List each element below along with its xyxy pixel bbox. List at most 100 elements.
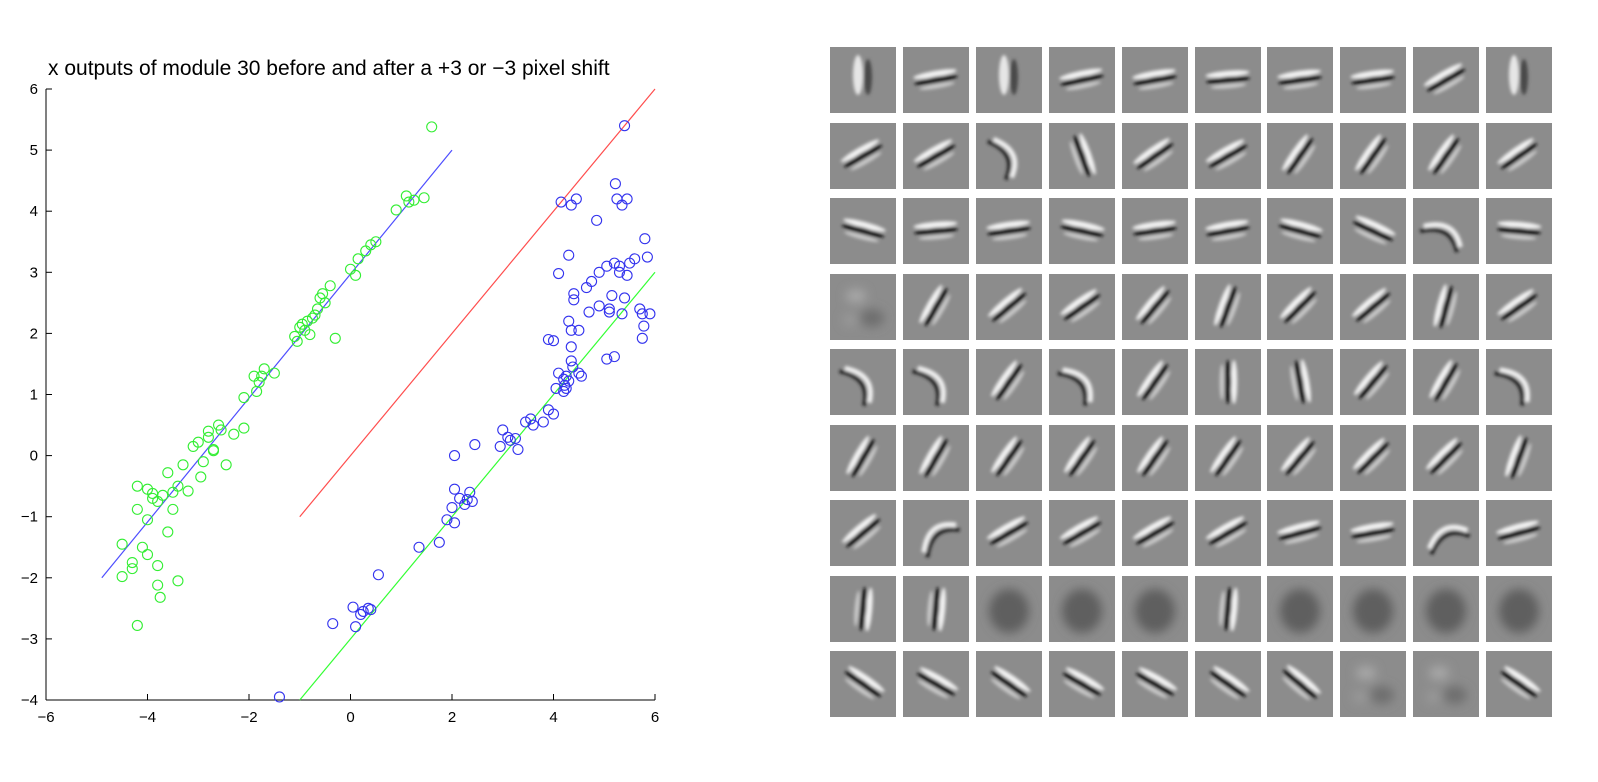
bar-icon [975, 349, 1042, 415]
data-point [268, 367, 280, 379]
bar-icon [1486, 273, 1553, 340]
data-point [641, 251, 653, 263]
data-point [304, 329, 316, 341]
bar-icon [1340, 273, 1407, 340]
data-point [448, 517, 461, 529]
data-point [603, 303, 615, 315]
data-point [461, 494, 473, 506]
bar-icon [1121, 273, 1188, 340]
data-point [370, 236, 382, 248]
data-point [565, 355, 577, 367]
curve-icon [1413, 500, 1480, 566]
data-points [116, 120, 656, 703]
bar-icon [975, 500, 1042, 566]
data-point [593, 300, 605, 312]
bar-icon [1486, 424, 1553, 491]
data-point [116, 571, 128, 583]
bar-icon [1194, 424, 1261, 491]
blob-icon [1340, 575, 1407, 642]
data-point [621, 193, 633, 205]
data-point [426, 121, 438, 133]
data-point [636, 308, 648, 320]
data-point [309, 309, 321, 321]
y-tick-label: 0 [30, 448, 38, 465]
bar-icon [1121, 424, 1188, 491]
bar-icon [1413, 273, 1480, 340]
data-point [502, 431, 514, 443]
bar-icon [1340, 122, 1407, 189]
bar-icon [1267, 349, 1334, 415]
data-point [258, 363, 270, 375]
bar-icon [1267, 651, 1334, 717]
data-point [136, 541, 148, 553]
data-point [537, 416, 549, 428]
data-point [352, 253, 364, 265]
data-point [324, 280, 336, 292]
bar-icon [1194, 575, 1261, 642]
data-point [601, 353, 613, 365]
blob-icon [1486, 575, 1553, 642]
data-point [329, 332, 341, 344]
data-point [131, 619, 143, 632]
data-point [575, 370, 587, 382]
bar-icon [1267, 500, 1334, 566]
data-point [567, 361, 579, 373]
data-point [355, 608, 367, 621]
bar-icon [1413, 122, 1480, 189]
data-point [202, 431, 214, 443]
bar-icon [1267, 47, 1334, 113]
x-tick-label: −4 [139, 709, 156, 726]
data-point [116, 538, 128, 550]
bar-icon [1194, 122, 1261, 189]
data-point [606, 289, 618, 302]
blob-icon [1267, 575, 1334, 642]
data-point [207, 443, 220, 456]
data-point [126, 563, 138, 575]
data-point [563, 249, 575, 261]
bar-icon [902, 651, 969, 717]
bar-icon [1486, 122, 1553, 189]
chart-title: x outputs of module 30 before and after … [48, 57, 610, 80]
y-tick-label: 6 [30, 81, 38, 98]
bar-icon [1267, 424, 1334, 491]
bar-icon [1340, 349, 1407, 415]
bar-icon [1340, 47, 1407, 113]
data-point [621, 269, 633, 281]
bar-icon [1048, 198, 1115, 264]
noise-icon [1413, 651, 1480, 717]
data-point [618, 120, 631, 132]
data-point [618, 292, 631, 304]
data-point [131, 503, 143, 515]
data-point [547, 335, 560, 347]
y-tick-label: −2 [21, 570, 38, 587]
data-point [441, 514, 453, 526]
data-point [555, 196, 567, 208]
data-point [494, 440, 506, 452]
x-axis-ticks: −6 −4 −2 0 2 4 6 [37, 694, 659, 726]
data-point [228, 428, 240, 440]
bar-icon [830, 575, 896, 642]
data-point [418, 192, 430, 204]
y-tick-label: 4 [30, 203, 38, 220]
bar-icon [1486, 198, 1553, 264]
data-point [558, 385, 570, 397]
curve-icon [830, 349, 896, 415]
data-point [568, 294, 580, 306]
data-point [563, 375, 575, 387]
data-point [162, 526, 174, 538]
data-point [565, 199, 577, 211]
vertical-blob-icon [1486, 47, 1553, 113]
data-point [644, 308, 656, 320]
data-point [291, 335, 303, 347]
data-point [448, 483, 461, 495]
data-point [568, 288, 580, 300]
bar-icon [830, 122, 896, 189]
y-tick-label: 2 [30, 325, 38, 342]
bar-icon [902, 122, 969, 189]
data-point [253, 376, 265, 388]
vertical-blob-icon [975, 47, 1042, 113]
data-point [167, 486, 179, 498]
data-point [509, 432, 521, 445]
bar-icon [1121, 198, 1188, 264]
bar-icon [1048, 47, 1115, 113]
